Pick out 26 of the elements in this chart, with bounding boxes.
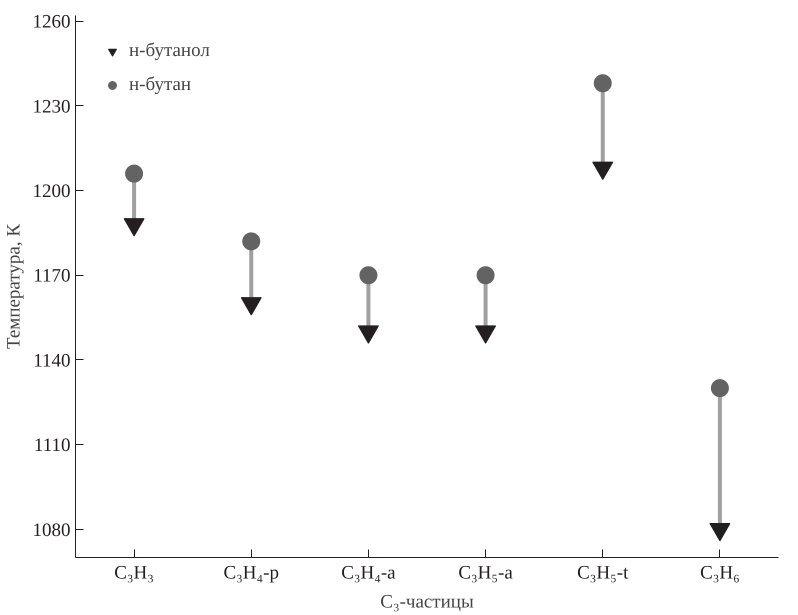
point: [242, 232, 260, 250]
x-axis-title: C₃-частицы: [380, 592, 474, 612]
y-tick-label: 1200: [32, 181, 70, 202]
x-tick-label: C₃H₄-a: [341, 562, 396, 584]
y-tick-label: 1140: [33, 350, 70, 372]
y-tick-label: 1170: [33, 266, 70, 287]
y-tick-label: 1260: [32, 12, 70, 33]
y-tick-label: 1110: [34, 435, 71, 456]
x-tick-label: C₃H₆: [700, 562, 740, 584]
point: [358, 325, 379, 344]
y-tick-label: 1230: [32, 96, 70, 118]
point: [709, 522, 730, 542]
y-axis-title: Температура, К: [4, 224, 24, 350]
point: [476, 266, 495, 284]
x-tick-label: C₃H₄-p: [224, 562, 279, 584]
x-tick-label: C₃H₃: [114, 562, 154, 584]
point: [240, 297, 262, 316]
point: [359, 266, 378, 284]
legend-label: н-бутан: [129, 74, 192, 96]
x-tick-label: C₃H₅-a: [458, 562, 514, 584]
y-tick-label: 1080: [32, 520, 70, 541]
legend-label: н-бутанол: [129, 40, 210, 62]
point: [594, 74, 612, 92]
point: [475, 325, 496, 344]
point: [125, 164, 144, 183]
x-tick-label: C₃H₅-t: [577, 562, 630, 584]
